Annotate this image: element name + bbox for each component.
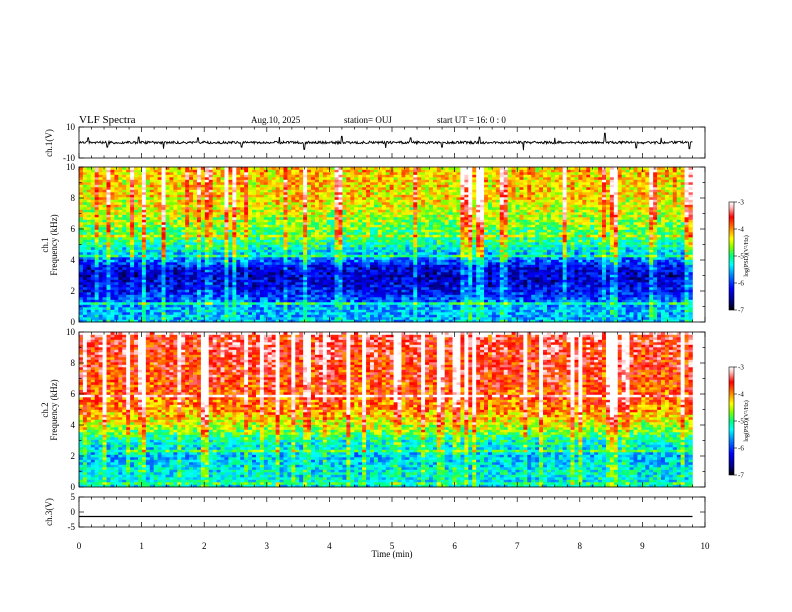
ch3-y-tick-label: 0 (71, 507, 76, 517)
ch3-waveform-ylabel: ch.3(V) (44, 498, 54, 526)
colorbar-tick-label: -6 (738, 280, 744, 288)
x-tick-label: 3 (265, 541, 270, 551)
colorbar-tick-label: -5 (738, 253, 744, 261)
colorbar-tick-label: -3 (738, 199, 744, 207)
y-tick-label: 0 (71, 317, 76, 327)
y-tick-label: 4 (71, 420, 76, 430)
y-tick-label: 8 (71, 358, 76, 368)
x-tick-label: 10 (701, 541, 711, 551)
colorbar-ticks: -3 -4 -5 -6 -7 -3 -4 -5 -6 -7 (734, 199, 744, 480)
y-tick-label: 10 (66, 327, 76, 337)
x-tick-label: 6 (452, 541, 457, 551)
x-tick-label: 0 (77, 541, 82, 551)
y-tick-label: 4 (71, 255, 76, 265)
ch2-colorbar-label: log(PSD)(V²/Hz) (743, 400, 750, 441)
x-axis-label: Time (min) (372, 549, 413, 559)
start-time-label: start UT = 16: 0 : 0 (437, 115, 506, 125)
y-tick-label: 6 (71, 389, 76, 399)
ch1-y-tick-label: -10 (63, 153, 75, 163)
x-tick-label: 1 (139, 541, 144, 551)
ch1-spectrogram (79, 167, 693, 322)
ch1-waveform-ylabel: ch.1(V) (44, 129, 54, 157)
station-label: station= OUJ (344, 115, 392, 125)
ch1-spectrogram-ylabel: ch.1 Frequency (kHz) (40, 214, 59, 275)
colorbar-tick-label: -4 (738, 391, 744, 399)
ch3-y-tick-label: 5 (71, 492, 76, 502)
x-tick-label: 7 (515, 541, 520, 551)
colorbar-tick-label: -6 (738, 445, 744, 453)
colorbar-tick-label: -4 (738, 226, 744, 234)
ch2-spectrogram (79, 332, 693, 487)
chart-title: VLF Spectra (79, 114, 136, 126)
x-tick-label: 8 (578, 541, 583, 551)
colorbar-tick-label: -5 (738, 418, 744, 426)
colorbar-tick-label: -7 (738, 472, 744, 480)
y-tick-label: 0 (71, 482, 76, 492)
y-tick-label: 8 (71, 193, 76, 203)
y-tick-label: 2 (71, 451, 76, 461)
x-tick-label: 4 (327, 541, 332, 551)
ch1-y-tick-label: 10 (66, 122, 76, 132)
ch3-y-tick-label: -5 (68, 522, 76, 532)
ch2-spectrogram-ylabel: ch.2 Frequency (kHz) (40, 379, 59, 440)
x-tick-label: 9 (640, 541, 645, 551)
date-label: Aug.10, 2025 (251, 115, 301, 125)
ch1-waveform-trace (79, 133, 692, 150)
colorbar-tick-label: -3 (738, 364, 744, 372)
y-tick-label: 10 (66, 162, 76, 172)
y-tick-label: 6 (71, 224, 76, 234)
ch1-colorbar-label: log(PSD)(V²/Hz) (743, 235, 750, 276)
colorbar-tick-label: -7 (738, 307, 744, 315)
y-tick-label: 2 (71, 286, 76, 296)
x-tick-label: 2 (202, 541, 207, 551)
